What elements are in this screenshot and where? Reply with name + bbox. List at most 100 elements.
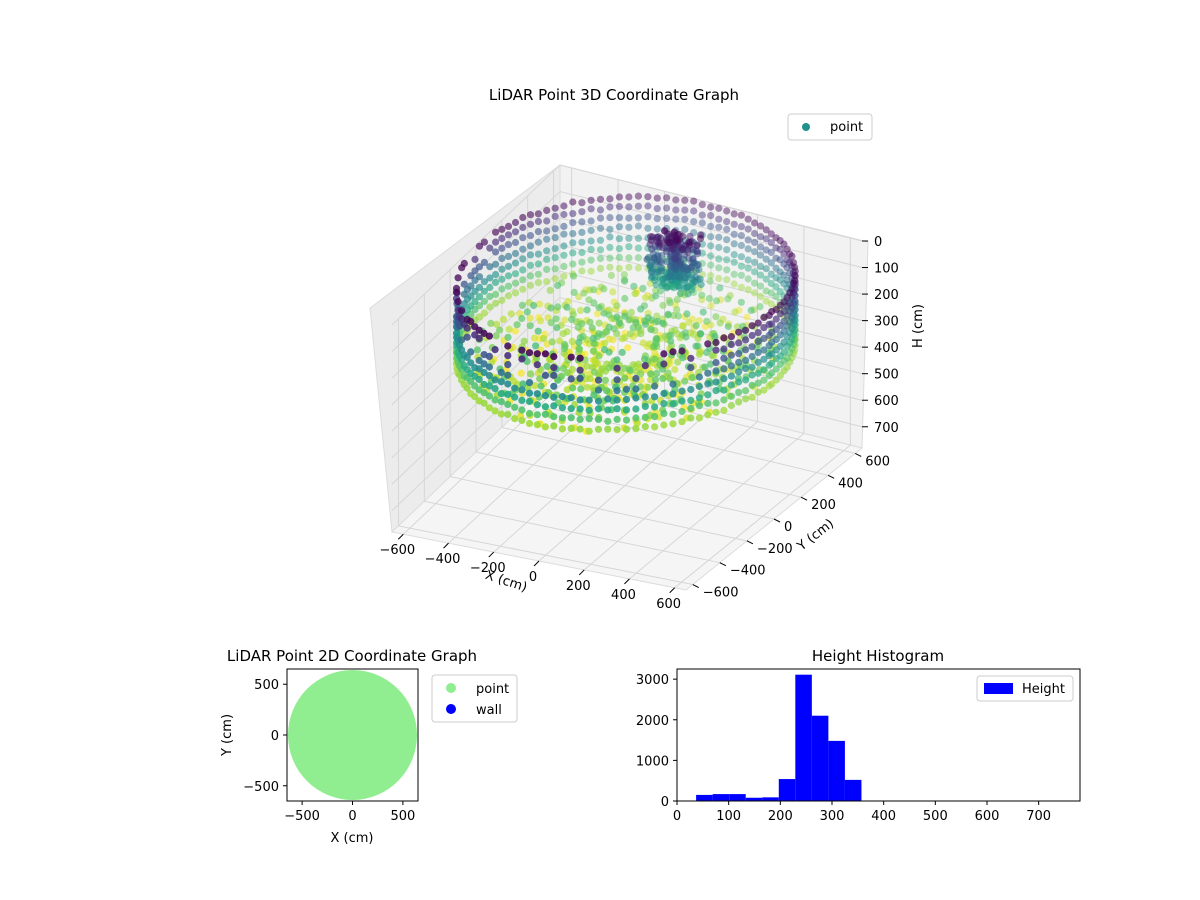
- chart3d-point: [625, 243, 633, 251]
- chart3d-point: [692, 273, 700, 281]
- chart3d-point: [615, 264, 624, 272]
- chart3d-point: [492, 270, 500, 279]
- chart3d-point: [480, 297, 488, 305]
- chart3d-point: [519, 245, 527, 253]
- chart3d-point: [607, 271, 616, 280]
- chart3d-point: [772, 315, 780, 323]
- chart3d-gridline-z: [391, 350, 863, 512]
- chart3d-point: [554, 376, 562, 384]
- chart3d-xtick-label: −400: [425, 552, 461, 567]
- chart3d-xtick-label: −200: [470, 561, 506, 576]
- chart3d-point: [682, 274, 690, 282]
- chart3d-point: [720, 345, 728, 353]
- chart3d-point: [533, 421, 541, 429]
- chart3d-point: [704, 411, 712, 419]
- chart3d-point: [541, 403, 550, 411]
- chart3d-point: [594, 405, 603, 413]
- chart3d-point: [497, 398, 505, 406]
- chart3d-ztick-label: 600: [874, 394, 899, 409]
- chart3d-point: [625, 223, 633, 231]
- chart3d-point: [735, 358, 743, 366]
- chart3d-point: [534, 270, 543, 278]
- chart3d-point: [550, 371, 558, 379]
- chart2d-ytick-label: 0: [271, 729, 279, 744]
- chart3d-point: [600, 309, 608, 317]
- chart3d-point: [626, 330, 635, 338]
- chart3d-point: [676, 273, 684, 281]
- chart3d-point: [666, 299, 674, 307]
- hist-bar: [795, 674, 812, 801]
- chart3d-point: [519, 213, 527, 222]
- chart3d-ztick-label: 400: [874, 341, 899, 356]
- chart3d-point: [626, 366, 634, 375]
- chart3d-point: [765, 331, 773, 339]
- hist-xtick-label: 300: [820, 809, 845, 824]
- chart3d-point: [511, 218, 520, 227]
- chart3d-point: [594, 415, 603, 423]
- chart3d-point: [744, 236, 752, 244]
- chart3d-point: [744, 215, 752, 223]
- chart3d-point: [737, 211, 746, 219]
- chart3d-point: [730, 270, 738, 278]
- chart3d-point: [757, 262, 765, 270]
- chart3d-point: [463, 384, 471, 392]
- chart3d-point: [596, 254, 605, 263]
- chart3d-point: [707, 252, 715, 260]
- chart3d-point: [576, 366, 584, 374]
- chart3d-point: [786, 348, 794, 357]
- chart3d-point: [541, 350, 550, 358]
- chart3d-point: [613, 356, 621, 364]
- chart3d-point: [735, 350, 743, 358]
- chart3d-point: [672, 254, 680, 262]
- chart3d-point: [518, 355, 526, 363]
- chart3d-point: [569, 198, 577, 206]
- chart3d-point: [615, 214, 624, 222]
- chart3d-point: [683, 283, 691, 291]
- chart3d-point: [471, 287, 479, 295]
- chart3d-point: [625, 234, 633, 242]
- chart3d-ztick-label: 500: [874, 368, 899, 383]
- chart3d-point: [526, 322, 534, 330]
- chart3d-point: [590, 391, 598, 399]
- chart3d-point: [486, 283, 494, 292]
- chart3d-point: [667, 337, 675, 345]
- chart3d-ticks: −600−400−2000200400600−600−400−200020040…: [379, 235, 898, 612]
- chart3d-ytick-label: −200: [757, 542, 793, 557]
- chart3d-point: [615, 202, 624, 211]
- chart3d-point: [772, 292, 780, 301]
- chart3d-point: [615, 193, 624, 201]
- chart3d-point: [675, 283, 684, 291]
- chart3d-point: [518, 301, 527, 309]
- chart3d-point: [653, 194, 661, 202]
- chart3d-point: [687, 385, 695, 394]
- chart3d-gridline-y: [475, 245, 775, 520]
- chart3d-point: [672, 237, 680, 245]
- chart3d-gridline-y: [397, 318, 693, 586]
- chart3d-point: [471, 276, 479, 284]
- chart3d-point: [641, 320, 650, 328]
- chart3d-point: [539, 335, 548, 343]
- chart3d-point: [596, 206, 605, 214]
- chart3d-point: [727, 333, 736, 341]
- chart3d-point: [551, 204, 559, 212]
- chart3d-point: [704, 399, 712, 407]
- chart3d-point: [541, 392, 550, 400]
- chart3d-point: [697, 330, 705, 338]
- chart3d-point: [767, 248, 775, 256]
- chart3d-point: [712, 313, 720, 321]
- chart3d-ytick: [773, 518, 781, 523]
- chart3d-point: [765, 352, 773, 360]
- chart3d-point: [720, 365, 728, 373]
- chart3d-point: [727, 362, 736, 370]
- chart3d-point: [634, 202, 643, 210]
- chart3d-point: [519, 276, 527, 284]
- chart3d-point: [458, 307, 466, 315]
- chart3d-point: [543, 278, 551, 286]
- chart3d-point: [699, 308, 707, 316]
- chart3d-point: [659, 244, 667, 252]
- chart3d-point: [748, 363, 756, 371]
- chart2d-ylabel: Y (cm): [220, 714, 235, 757]
- chart3d-point: [683, 310, 691, 318]
- hist-bar: [745, 797, 763, 801]
- chart3d-point: [754, 369, 762, 377]
